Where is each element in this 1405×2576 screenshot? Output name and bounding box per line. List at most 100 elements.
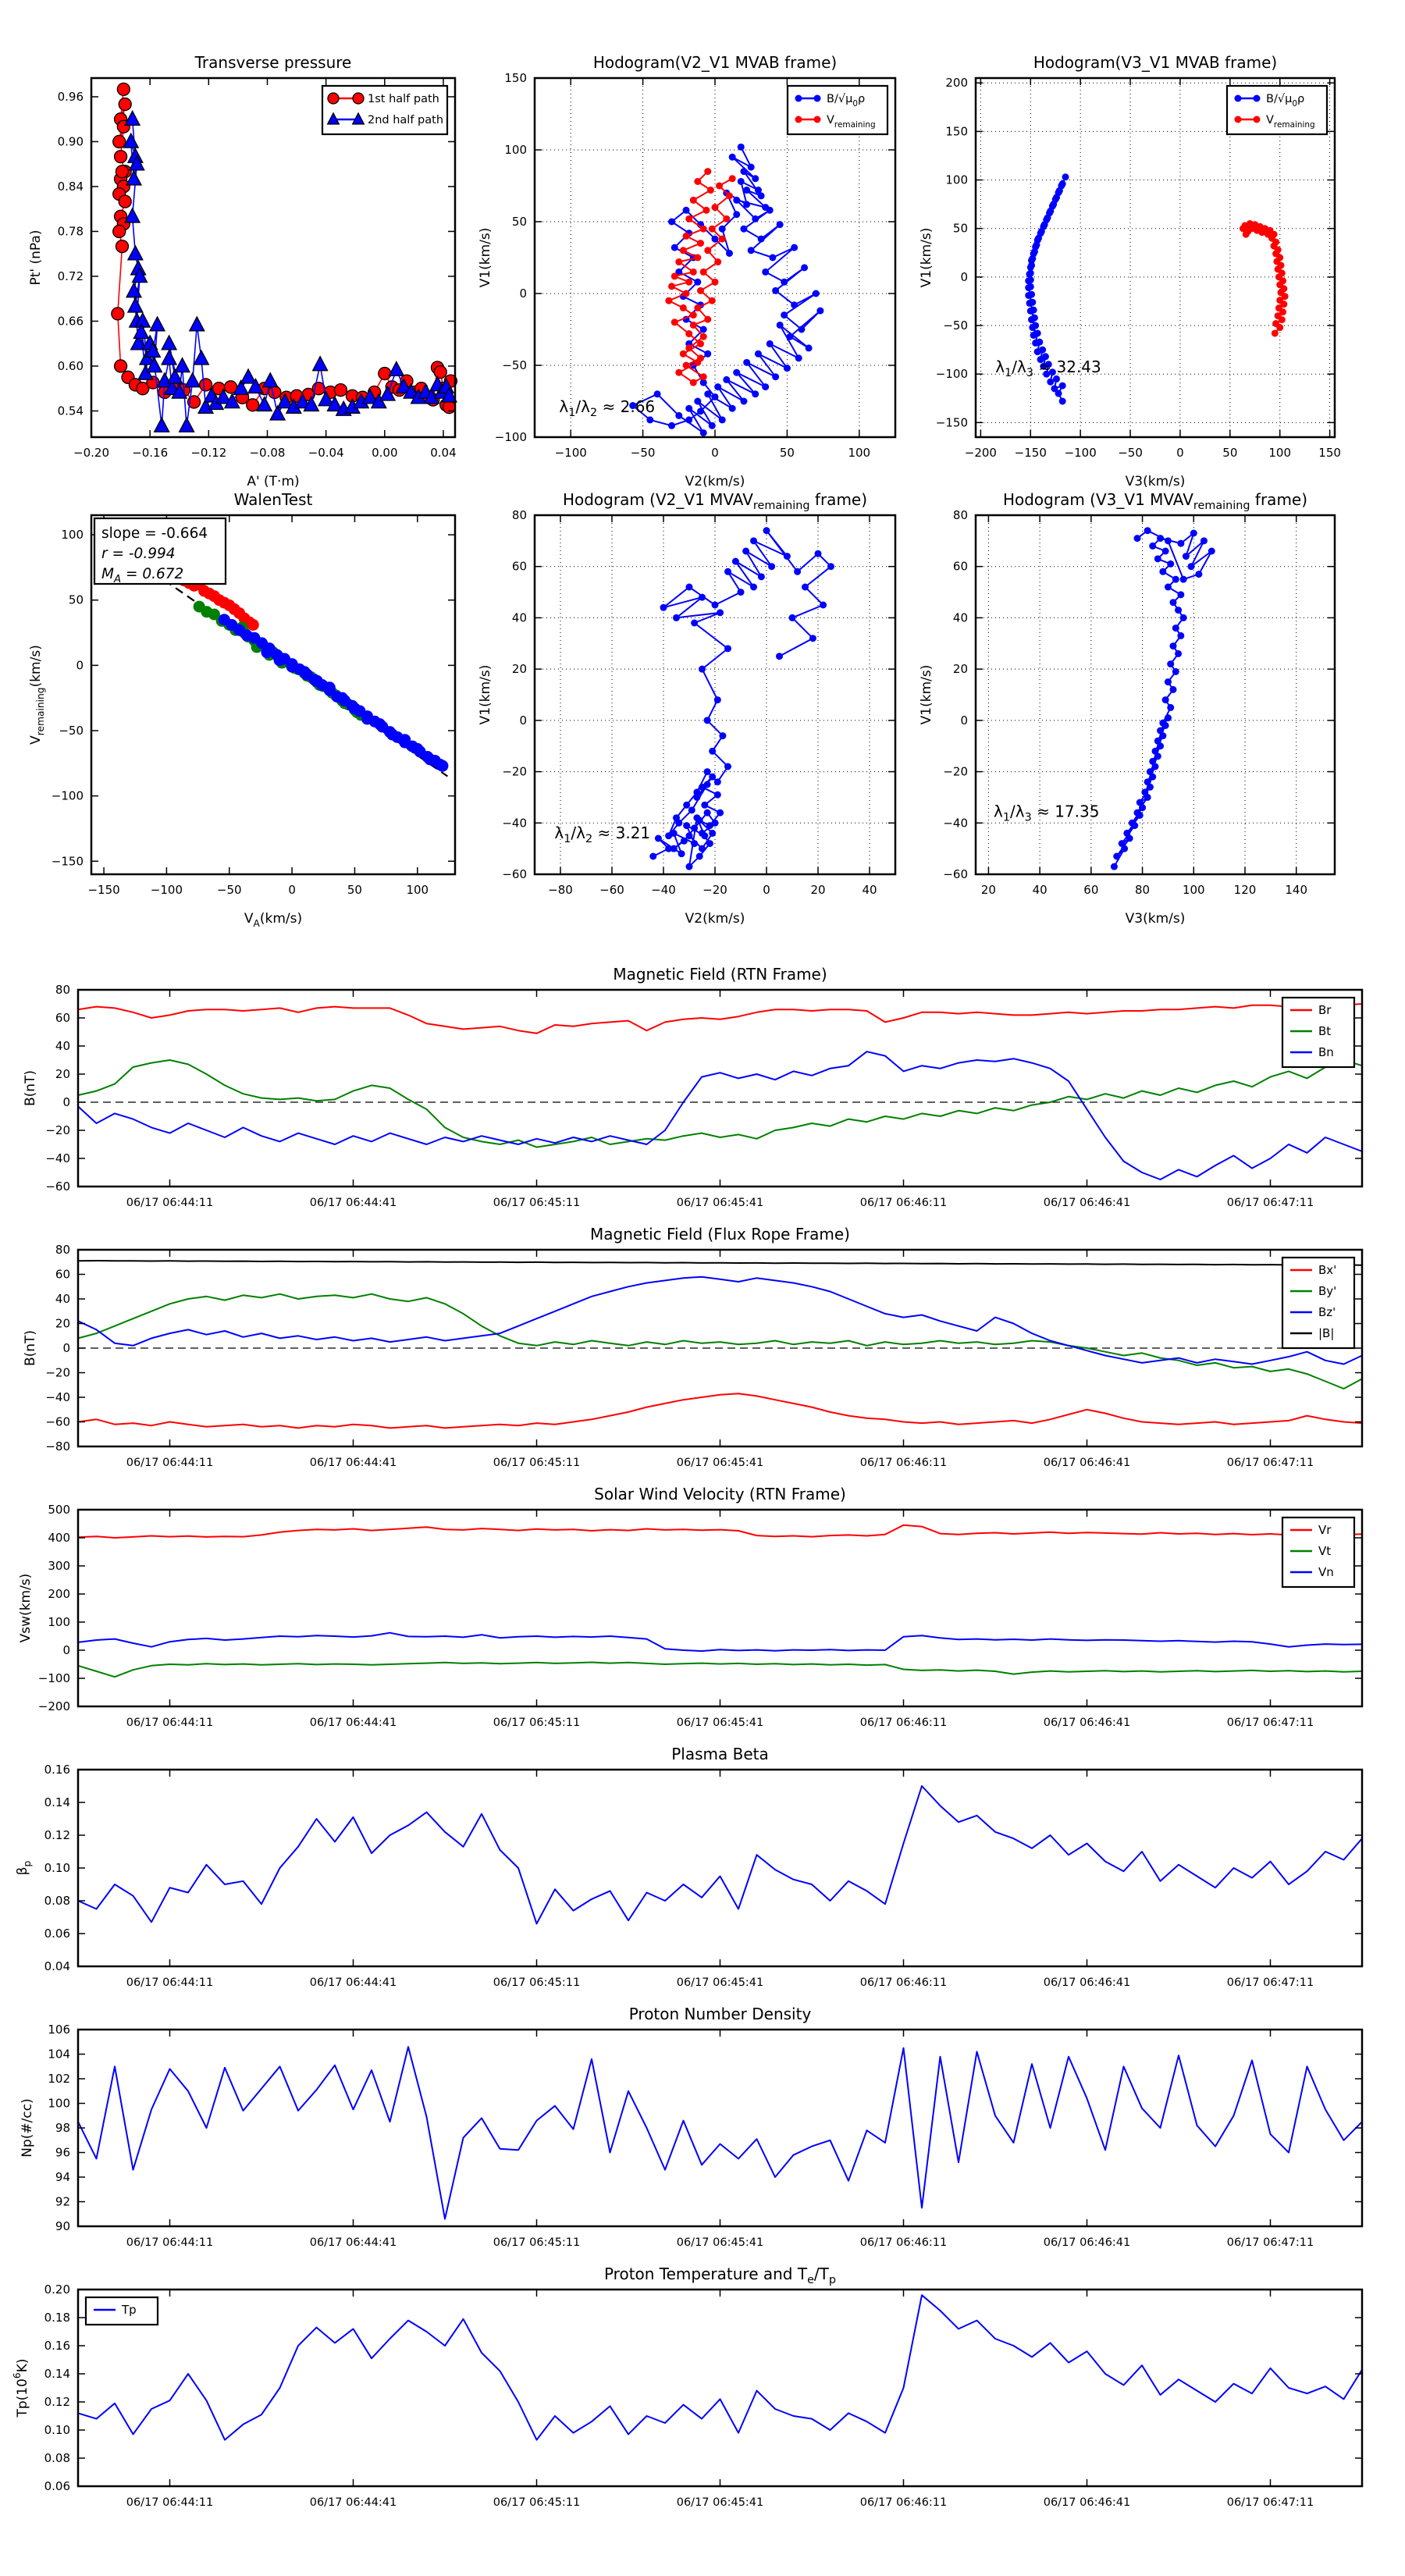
y-tick-label: −80 (45, 1439, 70, 1453)
y-tick-label: 300 (48, 1559, 70, 1573)
x-tick-label: 06/17 06:45:41 (677, 1457, 764, 1469)
x-tick-label: 06/17 06:44:11 (126, 1197, 214, 1209)
x-tick-label: 06/17 06:44:41 (310, 2496, 397, 2509)
x-tick-label: 06/17 06:46:11 (860, 2236, 948, 2249)
y-tick-label: −100 (38, 1671, 70, 1685)
x-tick-label: 06/17 06:45:11 (493, 1457, 581, 1469)
legend-label: Vremaining (1266, 114, 1315, 130)
x-tick-label: 40 (1033, 883, 1048, 897)
y-tick-label: 0 (960, 270, 968, 284)
x-tick-label: 06/17 06:45:41 (677, 2496, 764, 2509)
xlabel-transverse-pressure: A' (T·m) (247, 474, 299, 489)
y-tick-label: −40 (502, 816, 527, 830)
y-tick-label: 0.14 (44, 2367, 70, 2381)
y-tick-label: 20 (512, 662, 527, 676)
ylabel-hodogram-v2v1-mvav: V1(km/s) (478, 665, 493, 725)
x-tick-label: 0 (288, 883, 296, 897)
x-tick-label: 20 (810, 883, 825, 897)
chart-magnetic-field-flux-rope: 06/17 06:44:11 06/17 06:44:41 06/17 06:45:… (23, 1225, 1364, 1469)
axes-frame (90, 514, 457, 876)
x-tick-label: 06/17 06:46:41 (1044, 2236, 1131, 2249)
y-tick-label: 200 (945, 76, 968, 90)
x-tick-label: 06/17 06:47:11 (1227, 1976, 1314, 1989)
x-tick-label: 06/17 06:47:11 (1227, 1197, 1314, 1209)
y-tick-label: 0.10 (44, 1861, 70, 1875)
x-tick-label: 140 (1285, 883, 1307, 897)
x-tick-label: −100 (1065, 446, 1097, 460)
series-Np (77, 2046, 1363, 2220)
y-tick-label: 0.12 (44, 1828, 70, 1842)
title-hodogram-v3v1-mvab: Hodogram(V3_V1 MVAB frame) (1033, 53, 1277, 72)
legend-hodogram-v2v1-mvab (786, 84, 889, 136)
y-tick-label: 20 (55, 1317, 70, 1331)
x-tick-label: 06/17 06:45:11 (493, 1197, 581, 1209)
chart-magnetic-field-rtn: 06/17 06:44:11 06/17 06:44:41 06/17 06:45:… (23, 965, 1364, 1209)
series-Bt (77, 1059, 1363, 1148)
series-beta_p (77, 1785, 1363, 1925)
y-tick-label: 150 (504, 71, 527, 85)
title-plasma-beta: Plasma Beta (671, 1745, 769, 1763)
y-tick-label: 0 (62, 1095, 70, 1109)
y-tick-label: 0 (519, 713, 527, 728)
series-Bn (77, 1051, 1363, 1180)
x-tick-label: 06/17 06:47:11 (1227, 2236, 1314, 2249)
y-tick-label: 0.96 (58, 90, 84, 104)
legend-label: 1st half path (368, 93, 439, 105)
x-tick-label: 06/17 06:44:41 (310, 1976, 397, 1989)
y-tick-label: 0 (960, 713, 968, 728)
x-tick-label: 06/17 06:44:41 (310, 2236, 397, 2249)
y-tick-label: 150 (945, 124, 968, 138)
y-tick-label: 0.04 (44, 1959, 70, 1973)
y-tick-label: −150 (52, 854, 84, 868)
y-tick-label: 0.66 (58, 314, 84, 328)
ylabel-transverse-pressure: Pt' (nPa) (28, 230, 44, 286)
y-tick-label: 20 (953, 662, 968, 676)
xlabel-hodogram-v3v1-mvab: V3(km/s) (1126, 474, 1186, 489)
x-tick-label: 06/17 06:44:11 (126, 1976, 214, 1989)
y-tick-label: 0.16 (44, 1763, 70, 1777)
title-hodogram-v3v1-mvav: Hodogram (V3_V1 MVAVremaining frame) (1003, 490, 1307, 512)
x-tick-label: 0 (763, 883, 770, 897)
y-tick-label: 104 (48, 2048, 70, 2062)
x-tick-label: 06/17 06:46:11 (860, 1457, 948, 1469)
y-tick-label: −20 (943, 765, 968, 779)
y-tick-label: 40 (512, 610, 527, 624)
series-|B| (77, 1260, 1363, 1266)
x-tick-label: 06/17 06:44:11 (126, 2236, 214, 2249)
legend-label: Bt (1318, 1024, 1331, 1038)
x-tick-label: 100 (848, 446, 870, 460)
y-tick-label: −60 (943, 867, 968, 881)
x-tick-label: 06/17 06:45:11 (493, 1976, 581, 1989)
y-tick-label: −60 (45, 1179, 70, 1194)
xlabel-hodogram-v2v1-mvav: V2(km/s) (685, 911, 745, 927)
info-box-walen-test (93, 517, 227, 585)
legend-label: |B| (1318, 1326, 1334, 1340)
x-tick-label: 50 (347, 883, 362, 897)
chart-transverse-pressure: −0.20 −0.16 −0.12 −0.08 −0.04 0.00 0.04 0.54 0.6… (28, 53, 458, 489)
series-Vr (77, 1524, 1363, 1539)
x-tick-label: 06/17 06:44:41 (310, 1457, 397, 1469)
legend-label: Bz' (1318, 1305, 1336, 1319)
x-tick-label: 06/17 06:45:41 (677, 2236, 764, 2249)
x-tick-label: 06/17 06:46:11 (860, 1197, 948, 1209)
chart-hodogram-v3v1-mvab: −200 −150 −100 −50 0 50 100 150 −150 −100 −50 0 50 10… (919, 53, 1341, 489)
y-tick-label: −100 (495, 430, 527, 444)
legend-label: 2nd half path (368, 114, 443, 126)
chart-hodogram-v2v1-mvab: −100 −50 0 50 100 −100 −50 0 50 100 150 Hodogram(V2… (478, 53, 897, 489)
x-tick-label: −20 (702, 883, 727, 897)
y-tick-label: 0.18 (44, 2311, 70, 2325)
xlabel-walen-test: VA(km/s) (244, 911, 302, 929)
x-tick-label: −150 (87, 883, 119, 897)
x-tick-label: 06/17 06:46:11 (860, 1717, 948, 1729)
y-tick-label: −50 (59, 724, 84, 738)
x-tick-label: −150 (1015, 446, 1047, 460)
y-tick-label: 60 (512, 560, 527, 574)
y-tick-label: 400 (48, 1531, 70, 1545)
x-tick-label: 06/17 06:45:41 (677, 1976, 764, 1989)
legend-label: Bx' (1318, 1263, 1336, 1277)
title-magnetic-field-flux-rope: Magnetic Field (Flux Rope Frame) (590, 1225, 850, 1244)
legend-label: B/√μ0ρ (1266, 93, 1304, 109)
y-tick-label: 0.84 (58, 180, 84, 194)
y-tick-label: 0.14 (44, 1795, 70, 1809)
